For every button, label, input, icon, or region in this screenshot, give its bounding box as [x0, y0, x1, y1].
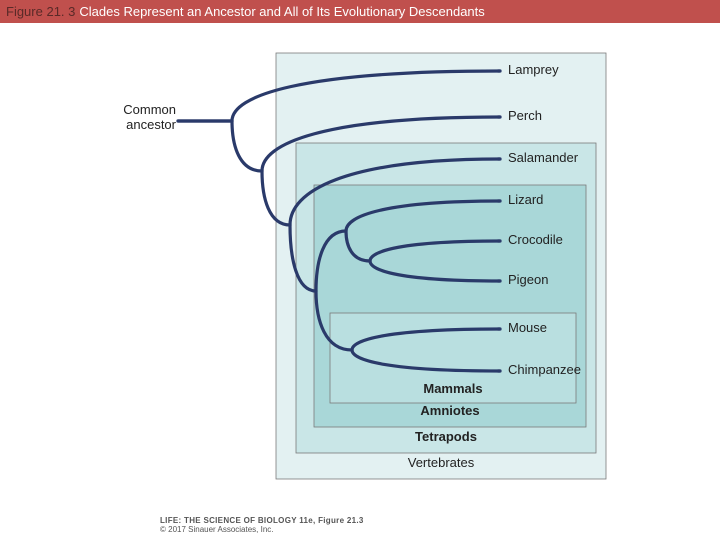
figure-area: LIFE: THE SCIENCE OF BIOLOGY 11e, Figure…	[0, 23, 720, 541]
credits-line1: LIFE: THE SCIENCE OF BIOLOGY 11e, Figure…	[160, 516, 364, 526]
figure-title: Clades Represent an Ancestor and All of …	[79, 4, 484, 19]
clade-label-tetrapods: Tetrapods	[296, 429, 596, 444]
clade-label-vertebrates: Vertebrates	[276, 455, 606, 470]
figure-number: Figure 21. 3	[6, 4, 75, 19]
taxon-pigeon: Pigeon	[508, 272, 548, 287]
taxon-perch: Perch	[508, 108, 542, 123]
title-bar: Figure 21. 3 Clades Represent an Ancesto…	[0, 0, 720, 23]
taxon-lizard: Lizard	[508, 192, 543, 207]
common-ancestor-label: Commonancestor	[118, 103, 176, 133]
taxon-salamander: Salamander	[508, 150, 578, 165]
taxon-chimpanzee: Chimpanzee	[508, 362, 581, 377]
credits-line2: © 2017 Sinauer Associates, Inc.	[160, 525, 364, 535]
taxon-mouse: Mouse	[508, 320, 547, 335]
credits: LIFE: THE SCIENCE OF BIOLOGY 11e, Figure…	[160, 516, 364, 535]
taxon-crocodile: Crocodile	[508, 232, 563, 247]
clade-label-mammals: Mammals	[330, 381, 576, 396]
clade-label-amniotes: Amniotes	[314, 403, 586, 418]
taxon-lamprey: Lamprey	[508, 62, 559, 77]
